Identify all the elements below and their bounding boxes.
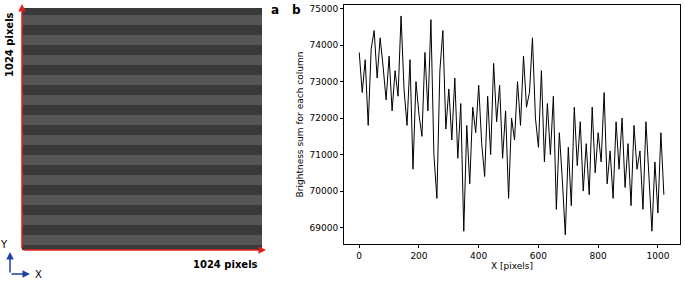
svg-text:Brightness sum for each column: Brightness sum for each column (295, 52, 305, 198)
svg-text:1000: 1000 (646, 251, 669, 261)
svg-text:0: 0 (356, 251, 362, 261)
svg-text:71000: 71000 (310, 150, 339, 160)
svg-text:74000: 74000 (310, 40, 339, 50)
svg-text:200: 200 (410, 251, 427, 261)
svg-text:a: a (271, 3, 279, 17)
svg-text:X [pixels]: X [pixels] (491, 261, 533, 271)
svg-text:72000: 72000 (310, 113, 339, 123)
svg-text:1024 pixels: 1024 pixels (4, 12, 15, 77)
svg-text:70000: 70000 (310, 186, 339, 196)
svg-text:b: b (292, 3, 301, 17)
svg-text:75000: 75000 (310, 4, 339, 14)
svg-text:800: 800 (590, 251, 607, 261)
svg-text:69000: 69000 (310, 223, 339, 233)
svg-text:1024 pixels: 1024 pixels (193, 259, 258, 270)
svg-text:400: 400 (470, 251, 487, 261)
svg-text:600: 600 (530, 251, 547, 261)
svg-text:73000: 73000 (310, 77, 339, 87)
svg-text:X: X (35, 269, 42, 280)
svg-text:Y: Y (0, 239, 8, 250)
